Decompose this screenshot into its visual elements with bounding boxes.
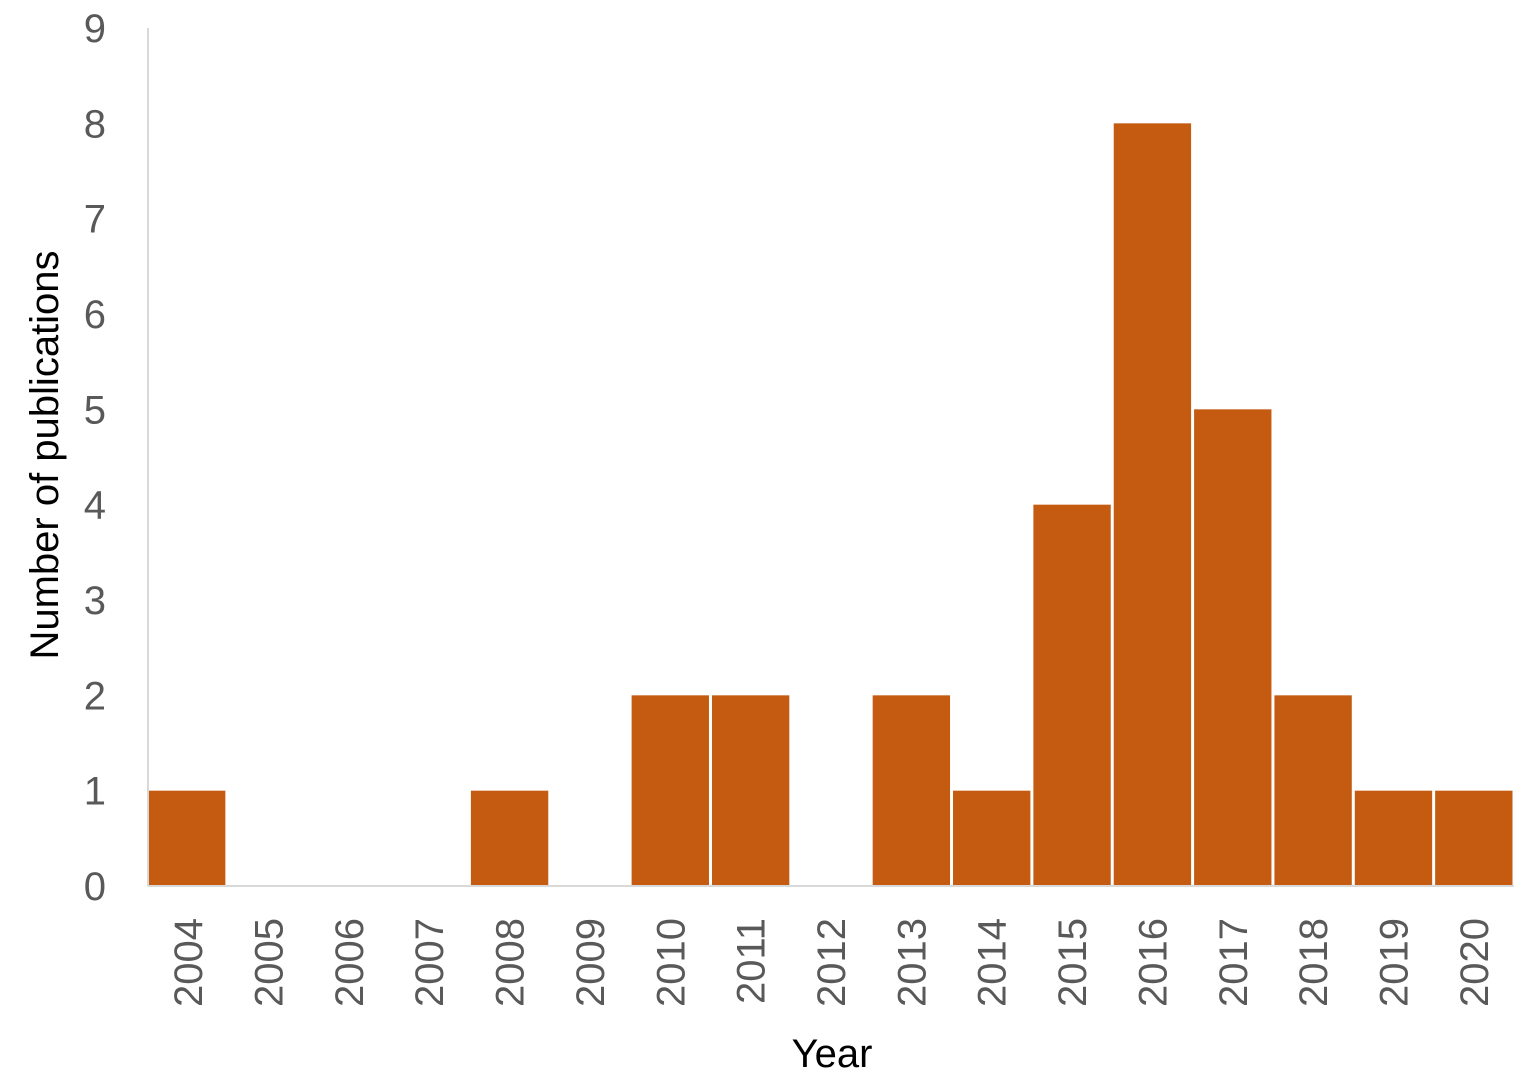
x-tick-label-2010: 2010	[649, 918, 693, 1007]
bar-2004	[148, 790, 226, 886]
x-tick-label-2016: 2016	[1131, 918, 1175, 1007]
y-tick-label-0: 0	[84, 865, 106, 909]
y-tick-label-1: 1	[84, 770, 106, 814]
x-tick-label-2006: 2006	[328, 918, 372, 1007]
y-axis-title: Number of publications	[23, 250, 67, 659]
bar-2017	[1194, 409, 1272, 886]
bar-2010	[631, 695, 709, 886]
x-tick-label-2008: 2008	[489, 918, 533, 1007]
y-tick-label-6: 6	[84, 293, 106, 337]
bar-2014	[953, 790, 1031, 886]
bars-group	[148, 123, 1513, 887]
bar-2016	[1113, 123, 1192, 887]
bar-2008	[470, 790, 549, 886]
x-tick-labels: 2004 2005 2006 2007 2008 2009 2010 2011 2012 2013…	[167, 918, 1497, 1007]
y-tick-label-3: 3	[84, 579, 106, 623]
x-axis-title: Year	[792, 1032, 873, 1076]
x-tick-label-2013: 2013	[890, 918, 934, 1007]
y-tick-label-8: 8	[84, 102, 106, 146]
y-tick-label-2: 2	[84, 674, 106, 718]
y-tick-label-9: 9	[84, 7, 106, 51]
x-tick-label-2014: 2014	[971, 918, 1015, 1007]
bar-2011	[711, 695, 790, 886]
x-tick-label-2004: 2004	[167, 918, 211, 1007]
bar-2019	[1354, 790, 1433, 886]
x-tick-label-2009: 2009	[569, 918, 613, 1007]
y-tick-labels: 0 1 2 3 4 5 6 7 8 9	[84, 7, 106, 909]
x-tick-label-2005: 2005	[248, 918, 292, 1007]
x-tick-label-2020: 2020	[1453, 918, 1497, 1007]
x-tick-label-2007: 2007	[408, 918, 452, 1007]
bar-2015	[1033, 504, 1111, 886]
bar-2018	[1274, 695, 1352, 886]
x-tick-label-2018: 2018	[1292, 918, 1336, 1007]
y-tick-label-7: 7	[84, 198, 106, 242]
x-tick-label-2012: 2012	[810, 918, 854, 1007]
y-tick-label-5: 5	[84, 388, 106, 432]
x-tick-label-2017: 2017	[1212, 918, 1256, 1007]
bar-2020	[1435, 790, 1513, 886]
x-tick-label-2019: 2019	[1372, 918, 1416, 1007]
x-tick-label-2011: 2011	[730, 918, 774, 1004]
bar-2013	[872, 695, 951, 886]
x-tick-label-2015: 2015	[1051, 918, 1095, 1007]
y-tick-label-4: 4	[84, 484, 106, 528]
